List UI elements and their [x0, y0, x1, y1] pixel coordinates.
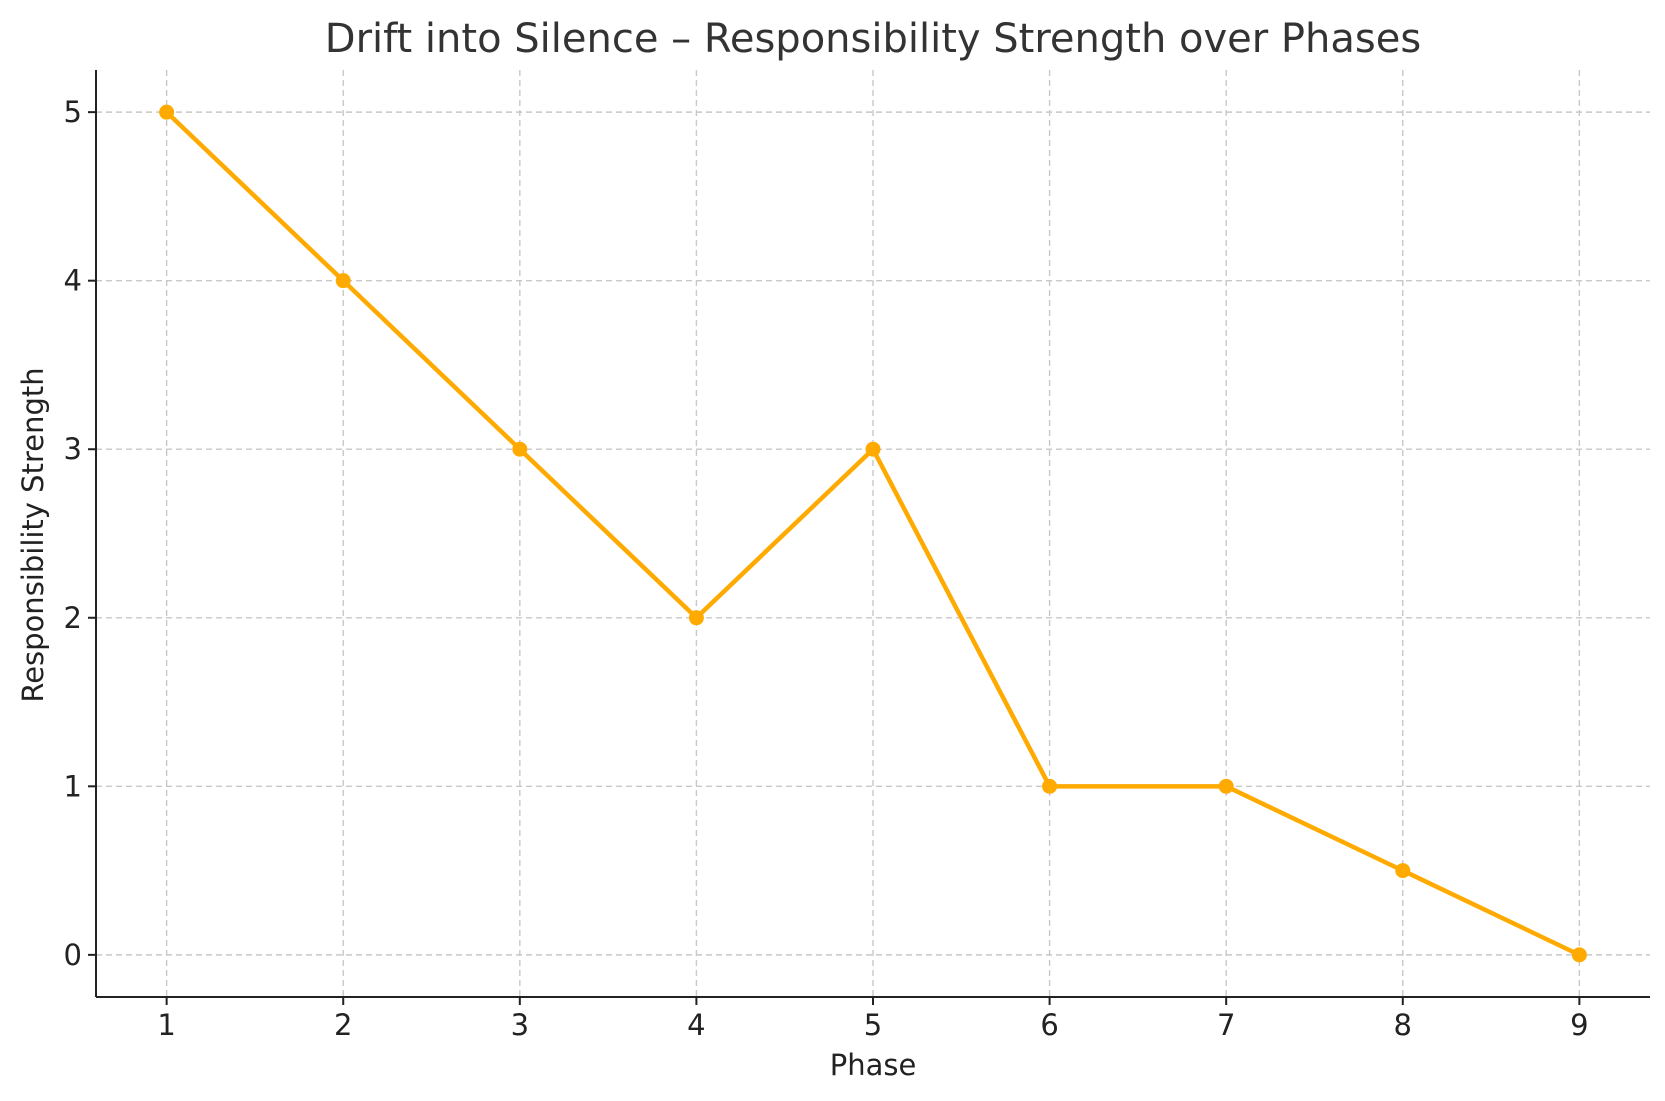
data-point-marker [1218, 778, 1234, 794]
y-tick-label: 2 [64, 601, 82, 635]
x-tick-label: 8 [1394, 1008, 1412, 1042]
chart-title: Drift into Silence – Responsibility Stre… [325, 16, 1421, 62]
tick-labels: 1 2 3 4 5 6 7 8 9 0 1 2 3 4 5 [64, 95, 1589, 1042]
data-point-marker [865, 441, 881, 457]
x-tick-label: 5 [864, 1008, 882, 1042]
axes [88, 70, 1650, 1005]
y-tick-label: 5 [64, 95, 82, 129]
data-point-marker [688, 610, 704, 626]
data-point-marker [1571, 947, 1587, 963]
data-point-marker [1395, 863, 1411, 879]
data-point-marker [335, 273, 351, 289]
x-tick-label: 4 [687, 1008, 705, 1042]
data-point-marker [159, 104, 175, 120]
x-tick-label: 7 [1217, 1008, 1235, 1042]
y-tick-label: 0 [64, 938, 82, 972]
data-point-marker [1042, 778, 1058, 794]
x-tick-label: 9 [1570, 1008, 1588, 1042]
y-tick-label: 1 [64, 769, 82, 803]
y-tick-label: 4 [64, 264, 82, 298]
x-tick-label: 2 [334, 1008, 352, 1042]
y-tick-label: 3 [64, 432, 82, 466]
x-axis-label: Phase [830, 1048, 917, 1082]
x-tick-label: 1 [157, 1008, 175, 1042]
x-tick-label: 6 [1040, 1008, 1058, 1042]
y-axis-label: Responsibility Strength [16, 367, 50, 702]
data-point-marker [512, 441, 528, 457]
x-tick-label: 3 [511, 1008, 529, 1042]
series-layer [159, 104, 1587, 963]
grid [96, 70, 1650, 997]
